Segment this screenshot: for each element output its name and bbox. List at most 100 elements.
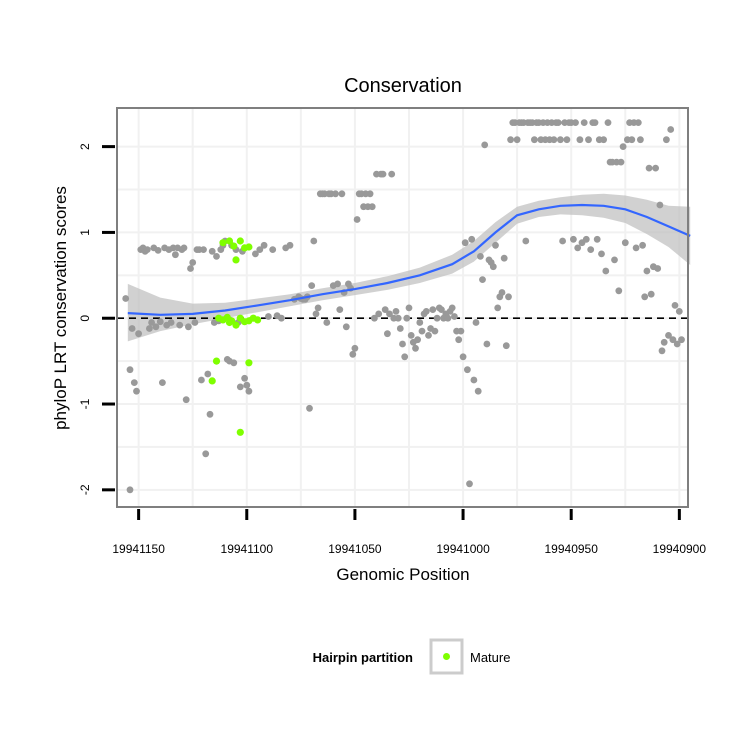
data-point-other — [128, 325, 136, 332]
data-point-other — [381, 306, 389, 313]
data-point-other — [202, 450, 210, 458]
data-point-other — [507, 136, 514, 144]
data-point-other — [407, 332, 415, 339]
x-tick-label: 19941050 — [328, 542, 382, 556]
data-point-other — [334, 280, 341, 288]
data-point-other — [204, 370, 212, 378]
data-point-other — [384, 330, 391, 338]
data-point-other — [126, 366, 134, 374]
y-tick-label: -1 — [78, 398, 92, 409]
data-point-other — [386, 310, 393, 318]
data-point-other — [396, 325, 404, 332]
data-point-other — [269, 246, 277, 254]
data-point-mature — [236, 237, 244, 245]
data-point-other — [675, 308, 683, 315]
data-point-other — [550, 136, 558, 144]
x-tick-label: 19941100 — [221, 542, 274, 556]
data-point-other — [187, 265, 194, 272]
data-point-other — [660, 338, 668, 346]
data-point-other — [678, 336, 685, 344]
data-point-other — [154, 247, 162, 254]
data-point-other — [559, 237, 566, 245]
x-tick-label: 19940900 — [653, 542, 707, 556]
data-point-other — [388, 170, 396, 178]
data-point-other — [336, 306, 344, 313]
x-tick-label: 19941000 — [436, 542, 490, 556]
data-point-other — [252, 250, 259, 258]
data-point-other — [634, 119, 642, 126]
data-point-other — [632, 244, 640, 252]
data-point-other — [213, 253, 220, 260]
data-point-other — [582, 235, 590, 243]
data-point-other — [619, 143, 627, 151]
data-point-other — [531, 136, 538, 144]
data-point-other — [182, 396, 190, 404]
panel-border — [116, 107, 689, 508]
data-point-other — [522, 237, 530, 245]
data-point-other — [323, 319, 331, 326]
data-point-mature — [208, 377, 216, 385]
data-point-other — [176, 321, 184, 329]
grid — [117, 108, 688, 507]
x-axis: 19941150 19941100 19941050 19941000 19940950… — [112, 509, 706, 556]
data-point-other — [245, 387, 253, 395]
data-point-other — [236, 383, 244, 391]
data-point-other — [243, 381, 251, 389]
data-point-other — [332, 190, 339, 198]
x-tick-label: 19940950 — [545, 542, 599, 556]
data-point-other — [494, 304, 502, 312]
data-point-other — [198, 376, 205, 384]
data-point-other — [431, 327, 439, 335]
legend-label-mature: Mature — [470, 650, 510, 665]
data-point-other — [159, 379, 166, 386]
data-point-other — [554, 119, 562, 126]
data-point-other — [403, 314, 411, 322]
data-point-mature — [219, 239, 227, 247]
data-point-other — [470, 376, 478, 384]
data-point-other — [479, 276, 486, 283]
data-point-other — [639, 241, 646, 249]
data-point-other — [474, 387, 482, 395]
data-point-other — [477, 253, 484, 260]
data-point-other — [189, 259, 197, 266]
data-point-other — [645, 164, 653, 172]
data-point-other — [669, 336, 677, 344]
data-point-other — [647, 290, 655, 298]
data-point-other — [422, 308, 430, 315]
data-point-other — [230, 359, 238, 367]
data-point-mature — [245, 243, 253, 251]
data-point-mature — [232, 321, 240, 329]
data-point-other — [600, 136, 607, 144]
data-point-other — [429, 306, 437, 313]
data-point-other — [444, 314, 452, 322]
y-axis: -2 -1 0 1 2 — [78, 143, 115, 495]
data-point-other — [576, 136, 584, 144]
data-point-mature — [254, 316, 262, 324]
data-point-other — [667, 126, 675, 133]
data-point-other — [483, 340, 491, 348]
data-point-other — [368, 203, 376, 211]
data-point-mature — [212, 357, 221, 365]
data-point-other — [628, 136, 636, 144]
data-point-other — [206, 410, 214, 418]
data-point-other — [375, 310, 383, 318]
data-point-other — [448, 304, 456, 312]
data-point-other — [312, 310, 320, 318]
smooth-trend-line — [127, 203, 691, 316]
data-point-other — [461, 239, 469, 247]
data-point-other — [366, 190, 374, 198]
data-point-other — [570, 235, 577, 243]
data-point-other — [464, 366, 471, 374]
data-point-other — [656, 201, 664, 209]
data-point-other — [468, 235, 476, 243]
data-point-other — [200, 246, 207, 254]
y-tick-label: 1 — [78, 229, 92, 236]
data-point-other — [574, 244, 582, 252]
data-point-other — [572, 119, 579, 126]
data-point-other — [673, 340, 681, 348]
data-point-other — [472, 319, 480, 326]
data-point-other — [405, 304, 413, 312]
data-point-other — [135, 330, 143, 338]
data-point-other — [455, 336, 463, 344]
